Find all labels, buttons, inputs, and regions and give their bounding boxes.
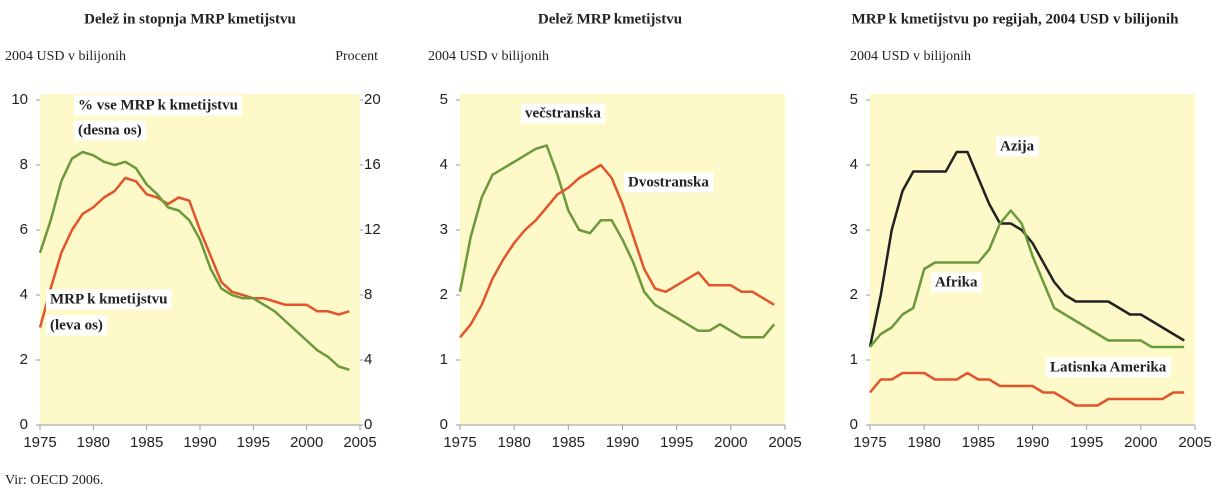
y-tick-label: 2 [440,286,448,303]
label-box [624,172,714,193]
source: Vir: OECD 2006. [5,473,103,488]
y-axis-label: 2004 USD v bilijonih [850,49,971,64]
y2-tick-label: 20 [364,91,381,108]
label-box [996,136,1039,157]
chart-title: MRP k kmetijstvu po regijah, 2004 USD v … [852,11,1179,27]
label-box [74,95,242,116]
y-tick-label: 8 [20,156,28,173]
series-line [38,176,350,328]
y-tick-label: 4 [850,156,858,173]
y-tick-label: 2 [850,286,858,303]
label-box [46,289,172,310]
series-line [869,371,1185,407]
x-tick-label: 2000 [714,434,747,451]
x-tick-label: 1975 [443,434,476,451]
label-box [1046,357,1171,378]
label-box [74,120,146,141]
x-tick-label: 1980 [77,434,110,451]
series-label: Afrika [935,274,978,290]
plot-background [460,94,785,425]
y-tick-label: 0 [440,416,448,433]
x-tick-label: 1985 [962,434,995,451]
x-tick-label: 1980 [907,434,940,451]
x-tick-label: 2000 [1124,434,1157,451]
annotation: (desna os) [78,122,142,138]
label-box [521,103,606,124]
chart-title: Delež in stopnja MRP kmetijstvu [84,11,296,27]
y-tick-label: 10 [11,91,28,108]
y-axis-label: 2004 USD v bilijonih [5,49,126,64]
y2-tick-label: 12 [364,221,381,238]
y2-tick-label: 16 [364,156,381,173]
label-box [46,315,107,336]
annotation: (leva os) [50,317,103,333]
x-tick-label: 1990 [183,434,216,451]
x-tick-label: 1995 [660,434,693,451]
x-tick-label: 2000 [290,434,323,451]
x-tick-label: 1975 [23,434,56,451]
y-tick-label: 5 [440,91,448,108]
chart-title: Delež MRP kmetijstvu [538,11,682,27]
x-tick-label: 1985 [552,434,585,451]
label-box [931,272,982,293]
series-label: večstranska [525,105,601,121]
y-tick-label: 3 [440,221,448,238]
y-tick-label: 2 [20,351,28,368]
y2-tick-label: 0 [364,416,372,433]
x-tick-label: 2005 [343,434,376,451]
y-tick-label: 4 [440,156,448,173]
annotation: MRP k kmetijstvu [50,291,168,307]
x-tick-label: 1985 [130,434,163,451]
y-tick-label: 6 [20,221,28,238]
series-line [458,144,776,339]
x-tick-label: 1990 [1016,434,1049,451]
series-line [38,150,350,371]
y-tick-label: 0 [20,416,28,433]
series-line [869,209,1185,349]
y-tick-label: 1 [440,351,448,368]
x-tick-label: 1980 [497,434,530,451]
y-tick-label: 1 [850,351,858,368]
series-label: Dvostranska [628,174,709,190]
y-tick-label: 3 [850,221,858,238]
x-tick-label: 1990 [606,434,639,451]
x-tick-label: 1995 [237,434,270,451]
y-axis-label: 2004 USD v bilijonih [428,49,549,64]
y-tick-label: 5 [850,91,858,108]
x-tick-label: 1975 [853,434,886,451]
series-label: Azija [1000,138,1035,154]
y2-tick-label: 4 [364,351,372,368]
y2-tick-label: 8 [364,286,372,303]
y-tick-label: 0 [850,416,858,433]
x-tick-label: 1995 [1070,434,1103,451]
series-label: Latisnka Amerika [1050,359,1167,375]
x-tick-label: 2005 [1178,434,1211,451]
x-tick-label: 2005 [768,434,801,451]
y2-axis-label: Procent [335,49,378,64]
y-tick-label: 4 [20,286,28,303]
plot-background [40,94,360,425]
series-line [459,163,775,339]
annotation: % vse MRP k kmetijstvu [78,97,238,113]
